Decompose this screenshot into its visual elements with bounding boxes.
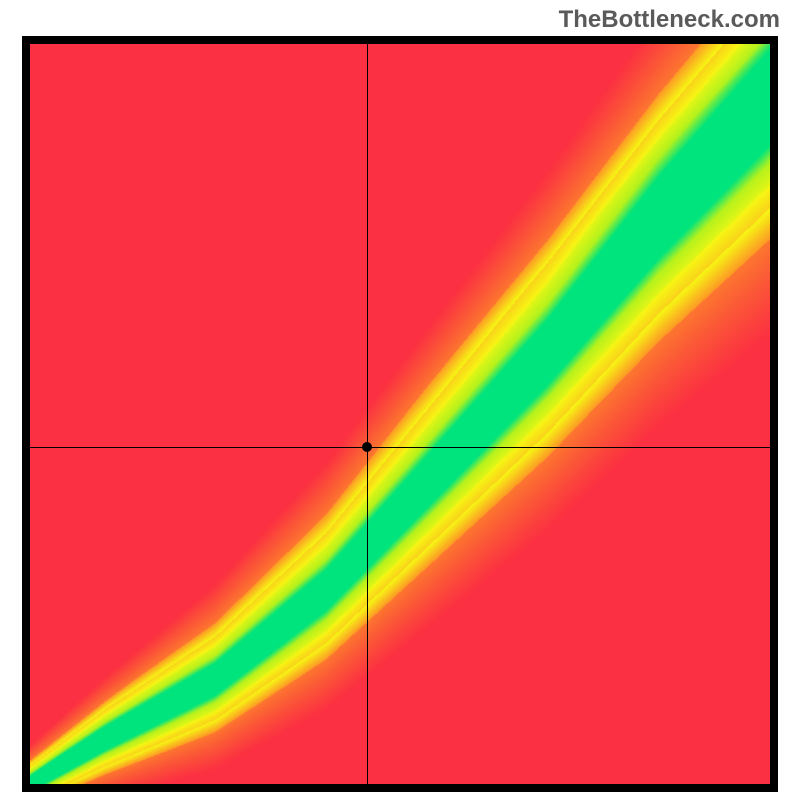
crosshair-vertical: [367, 44, 368, 784]
crosshair-horizontal: [30, 447, 770, 448]
heatmap-canvas: [30, 44, 770, 784]
chart-container: TheBottleneck.com: [0, 0, 800, 800]
crosshair-marker: [362, 442, 372, 452]
watermark-text: TheBottleneck.com: [559, 6, 780, 34]
chart-frame: [22, 36, 778, 792]
